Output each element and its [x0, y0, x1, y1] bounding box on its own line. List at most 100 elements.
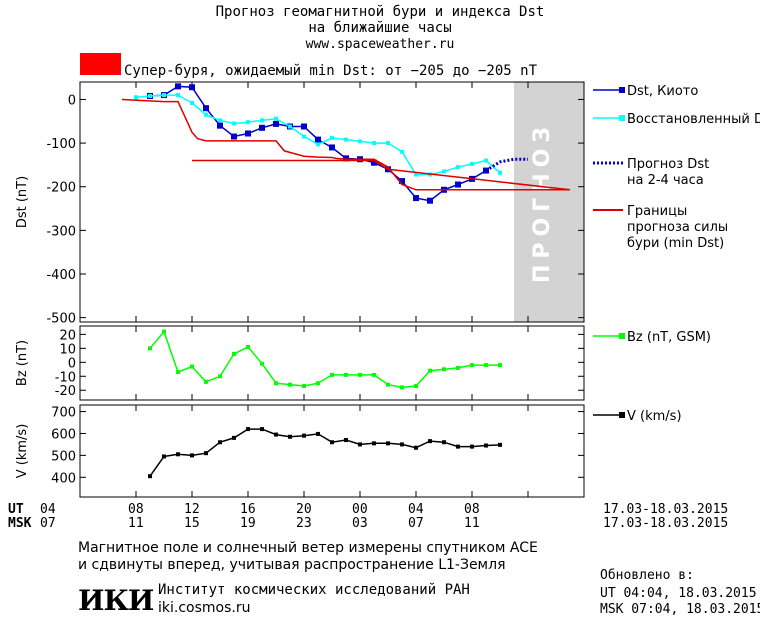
y-tick-label: -100 — [46, 137, 76, 152]
data-point — [148, 93, 152, 98]
legend-label: бури (min Dst) — [627, 236, 724, 251]
legend-label: Прогноз Dst — [627, 157, 709, 172]
data-point — [386, 141, 390, 146]
legend-marker — [619, 333, 625, 339]
panel-frame — [79, 404, 585, 498]
data-point — [427, 197, 433, 204]
updated-msk: MSK 07:04, 18.03.2015 — [600, 602, 760, 617]
date-range-ut: 17.03-18.03.2015 — [603, 502, 729, 517]
data-point — [218, 374, 222, 379]
data-point — [274, 116, 278, 121]
date-range-msk: 17.03-18.03.2015 — [603, 516, 729, 531]
data-point — [413, 195, 419, 202]
data-point — [231, 133, 237, 140]
y-tick-label: -20 — [55, 384, 76, 399]
data-point — [246, 120, 250, 125]
ut-tick: 00 — [352, 502, 368, 517]
data-point — [372, 372, 376, 377]
series-line-lower — [192, 159, 571, 191]
data-point — [148, 474, 152, 479]
data-point — [442, 169, 446, 174]
legend-label: на 2-4 часа — [627, 173, 704, 188]
y-axis-label: V (km/s) — [15, 424, 30, 479]
data-point — [371, 159, 377, 166]
data-point — [316, 381, 320, 386]
y-tick-label: 700 — [51, 406, 76, 421]
data-point — [190, 364, 194, 369]
data-point — [218, 440, 222, 445]
data-point — [245, 130, 251, 137]
data-point — [273, 120, 279, 127]
data-point — [162, 93, 166, 98]
data-point — [400, 149, 404, 154]
plot-area — [148, 329, 502, 390]
data-point — [190, 453, 194, 458]
y-tick-label: 20 — [59, 328, 76, 343]
data-point — [175, 83, 181, 90]
data-point — [260, 118, 264, 123]
y-tick-label: -500 — [46, 312, 76, 327]
plot-area — [148, 427, 502, 479]
ut-axis-label: UT — [8, 502, 24, 517]
data-point — [302, 134, 306, 139]
institute-url[interactable]: iki.cosmos.ru — [158, 600, 251, 616]
series-line — [121, 98, 570, 191]
data-point — [400, 442, 404, 447]
storm-indicator — [80, 53, 121, 75]
legend-label: Границы — [627, 204, 687, 219]
data-point — [204, 379, 208, 384]
data-point — [442, 440, 446, 445]
legend-marker — [619, 115, 625, 121]
msk-axis-label: MSK — [8, 516, 32, 531]
data-point — [372, 141, 376, 146]
data-point — [330, 440, 334, 445]
msk-tick: 15 — [184, 516, 200, 531]
panel-frame — [79, 81, 585, 323]
data-point — [260, 427, 264, 432]
y-tick-label: 500 — [51, 449, 76, 464]
data-point — [176, 370, 180, 375]
ut-tick: 04 — [408, 502, 424, 517]
data-point — [470, 162, 474, 167]
source-url[interactable]: www.spaceweather.ru — [305, 37, 455, 52]
legend-label: Восстановленный Dst — [627, 112, 760, 127]
plot-area — [121, 83, 571, 204]
data-point — [343, 155, 349, 162]
data-point — [302, 433, 306, 438]
data-point — [344, 372, 348, 377]
data-point — [470, 444, 474, 449]
data-point — [288, 382, 292, 387]
data-point — [302, 384, 306, 389]
forecast-zone-label: ПРОГНОЗ — [530, 121, 555, 283]
data-point — [329, 144, 335, 151]
data-point — [414, 384, 418, 389]
chart-title-line2: на ближайшие часы — [308, 20, 452, 36]
institute-name: Институт космических исследований РАН — [158, 582, 470, 598]
measurement-note-line2: и сдвинуты вперед, учитывая распростране… — [78, 557, 506, 573]
data-point — [232, 435, 236, 440]
msk-tick: 19 — [240, 516, 256, 531]
series-line — [485, 157, 528, 172]
data-point — [288, 124, 292, 129]
data-point — [301, 123, 307, 130]
data-point — [414, 172, 418, 177]
legend-marker — [619, 87, 625, 93]
data-point — [315, 136, 321, 143]
data-point — [148, 346, 152, 351]
data-point — [455, 181, 461, 188]
data-point — [176, 452, 180, 457]
data-point — [204, 451, 208, 456]
chart-title-line1: Прогноз геомагнитной бури и индекса Dst — [215, 4, 545, 20]
panel-frame — [79, 325, 585, 401]
data-point — [498, 170, 502, 175]
data-point — [456, 444, 460, 449]
data-point — [470, 363, 474, 368]
msk-tick: 11 — [128, 516, 144, 531]
data-point — [232, 121, 236, 126]
data-point — [246, 344, 250, 349]
data-point — [484, 363, 488, 368]
data-point — [456, 165, 460, 170]
y-axis-label: Dst (nT) — [15, 176, 30, 228]
ut-tick: 16 — [240, 502, 256, 517]
data-point — [274, 432, 278, 437]
